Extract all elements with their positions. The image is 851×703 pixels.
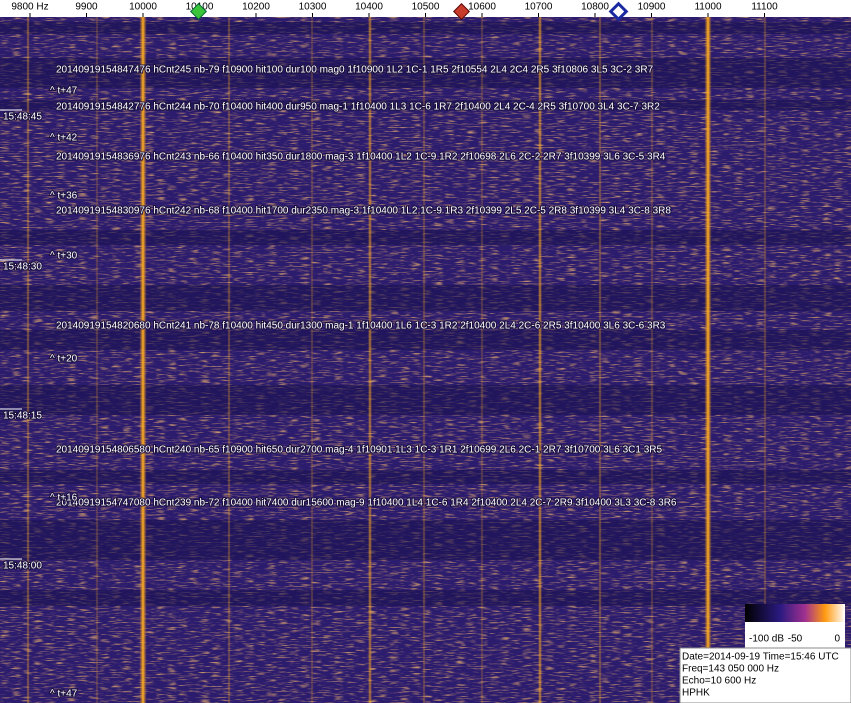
detection-line: 20140919154847476 hCnt245 nb-79 f10900 h…	[56, 65, 654, 76]
freq-label: 10200	[242, 2, 270, 13]
offset-label: ^ t+30	[50, 251, 78, 262]
info-line: Date=2014-09-19 Time=15:46 UTC	[682, 652, 839, 663]
marker-blue	[608, 1, 629, 22]
marker-red	[453, 3, 470, 20]
time-label: 15:48:00	[3, 561, 42, 572]
colorbar-label: -100 dB	[749, 634, 784, 645]
labels: 20140919154847476 hCnt245 nb-79 f10900 h…	[0, 64, 678, 701]
freq-label: 9900	[75, 2, 98, 13]
info-line: Echo=10 600 Hz	[682, 676, 756, 687]
signal-stripe	[368, 17, 372, 703]
detection-line: 20140919154747080 hCnt239 nb-72 f10400 h…	[56, 498, 677, 509]
offset-label: ^ t+42	[50, 133, 78, 144]
signal-stripe	[763, 17, 767, 703]
time-label: 15:48:15	[3, 411, 42, 422]
detection-line: 20140919154830976 hCnt242 nb-68 f10400 h…	[56, 206, 671, 217]
freq-label: 10000	[129, 2, 157, 13]
colorbar	[745, 604, 845, 622]
freq-label: 10300	[299, 2, 327, 13]
freq-label: 10600	[468, 2, 496, 13]
markers	[190, 1, 629, 22]
signal-stripe	[422, 17, 426, 703]
freq-label: 11100	[751, 2, 778, 13]
signal-stripe	[310, 17, 314, 703]
signal-stripe	[26, 17, 30, 703]
signal-stripe	[95, 17, 99, 703]
colorbar-label: 0	[834, 634, 840, 645]
offset-label: ^ t+47	[50, 86, 78, 97]
offset-label: ^ t+36	[50, 191, 78, 202]
header-bar	[0, 0, 851, 17]
colorbar-label-bg	[745, 622, 845, 648]
detection-line: 20140919154806580 hCnt240 nb-65 f10900 h…	[56, 445, 662, 456]
freq-label: 10700	[525, 2, 553, 13]
freq-label: 10900	[638, 2, 666, 13]
freq-label: 9800 Hz	[11, 2, 48, 13]
freq-label: 11000	[694, 2, 722, 13]
signal-stripe	[538, 17, 542, 703]
signal-stripe	[227, 17, 231, 703]
stripes	[26, 17, 767, 703]
offset-label: ^ t+20	[50, 354, 78, 365]
signal-stripe	[480, 17, 484, 703]
detection-line: 20140919154820680 hCnt241 nb-78 f10400 h…	[56, 321, 666, 332]
offset-label: ^ t+47	[50, 689, 78, 700]
info-line: HPHK	[682, 688, 710, 699]
offset-label: ^ t+16	[50, 493, 78, 504]
info-line: Freq=143 050 000 Hz	[682, 664, 779, 675]
freq-label: 10800	[581, 2, 609, 13]
info-box	[679, 647, 851, 703]
time-label: 15:48:45	[3, 112, 42, 123]
freq-label: 10400	[355, 2, 383, 13]
signal-stripe	[704, 17, 712, 703]
signal-stripe	[598, 17, 602, 703]
detection-line: 20140919154836976 hCnt243 nb-66 f10400 h…	[56, 152, 666, 163]
signal-stripe	[139, 17, 147, 703]
time-label: 15:48:30	[3, 262, 42, 273]
signal-stripe	[650, 17, 654, 703]
freq-label: 10500	[412, 2, 440, 13]
detection-line: 20140919154842776 hCnt244 nb-70 f10400 h…	[56, 102, 660, 113]
marker-green	[190, 3, 207, 20]
colorbar-label: -50	[788, 634, 803, 645]
